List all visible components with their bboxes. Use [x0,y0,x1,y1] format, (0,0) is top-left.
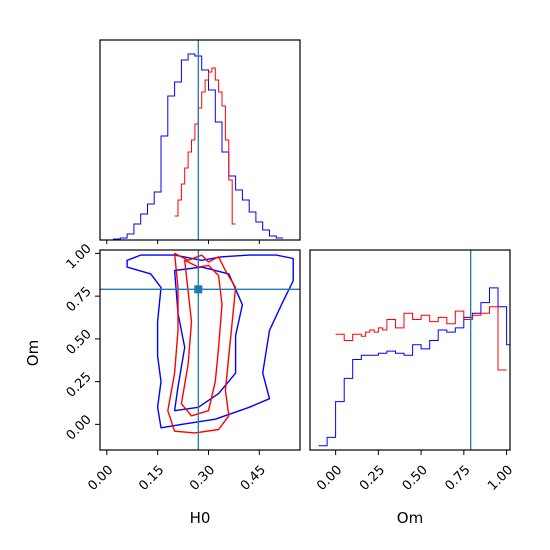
blue-contour-1 [126,254,294,429]
x-tick-label: 0.00 [85,463,116,494]
blue-contour-2 [173,266,244,412]
y-tick-label: 0.25 [64,370,95,401]
y-tick-label: 1.00 [64,241,95,272]
om-marginal-frame [309,249,511,451]
om-hist-blue [318,287,510,447]
om-marginal-panel: 0.00 0.25 0.50 0.75 1.00 [309,249,516,494]
truth-marker [194,285,203,294]
x-tick-label: 0.30 [187,463,218,494]
h0-marginal-plot-area [106,40,284,240]
x-axis-label-h0: H0 [190,509,211,527]
x-tick-label: 0.00 [314,463,345,494]
h0-om-contour-panel: 0.00 0.15 0.30 0.45 0.00 0.25 0.50 0.75 1.00 [64,241,301,494]
y-tick-label: 0.00 [64,412,95,443]
x-axis-label-om: Om [397,509,423,527]
x-tick-label: 0.15 [136,463,167,494]
om-hist-red [335,306,507,371]
x-tick-label: 0.45 [238,463,269,494]
h0-marginal-frame [99,39,301,241]
red-contour-1 [167,252,237,434]
x-tick-label: 0.50 [400,463,431,494]
h0-hist-blue [106,53,284,240]
contour-plot-area [100,250,300,450]
x-tick-label: 1.00 [485,463,516,494]
x-tick-label: 0.75 [442,463,473,494]
h0-marginal-panel [99,39,301,244]
y-axis-label-om: Om [24,340,42,366]
om-marginal-plot-area [318,250,510,450]
y-tick-label: 0.75 [64,284,95,315]
red-contour-2 [180,259,223,417]
y-tick-label: 0.50 [64,327,95,358]
x-tick-label: 0.25 [357,463,388,494]
contour-frame [99,249,301,451]
h0-hist-red [174,67,236,225]
